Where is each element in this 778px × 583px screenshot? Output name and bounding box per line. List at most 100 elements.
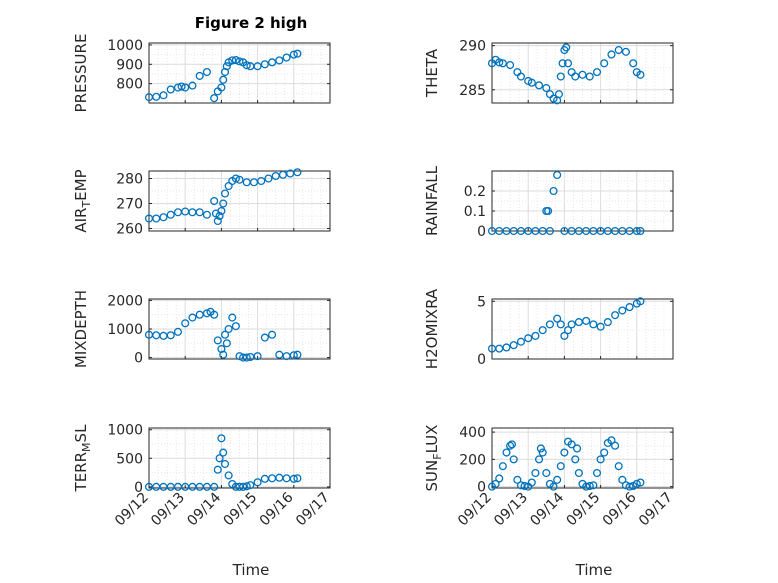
- ytick-label: 800: [116, 77, 143, 93]
- data-point: [502, 448, 511, 457]
- data-point: [195, 71, 204, 80]
- data-point: [231, 322, 240, 331]
- data-point: [582, 482, 591, 491]
- data-point: [542, 83, 551, 93]
- series-markers: [144, 49, 302, 103]
- data-point: [545, 320, 554, 329]
- data-point: [567, 440, 576, 449]
- xtick-label: 09/15: [564, 490, 604, 530]
- data-point: [618, 306, 627, 315]
- figure-title: Figure 2 high: [195, 14, 308, 32]
- ytick-label: 200: [459, 452, 486, 468]
- subplot-grid: 800 900 1000 PRESSURE 285 290 THETA 260 270 280 AI…: [72, 34, 676, 530]
- data-point: [578, 70, 587, 79]
- data-point: [545, 226, 554, 236]
- data-point: [235, 57, 244, 66]
- data-point: [516, 72, 526, 81]
- data-point: [542, 468, 551, 478]
- ytick-label: 0.1: [464, 204, 486, 220]
- ylabel-main: THETA: [423, 48, 441, 98]
- data-point: [589, 320, 598, 329]
- subplot-air_temp: 260 270 280 AIRTEMP: [72, 168, 331, 238]
- data-point: [275, 56, 284, 65]
- ytick-label: 400: [459, 425, 486, 441]
- data-point: [527, 478, 536, 487]
- data-point: [181, 319, 190, 328]
- data-point: [224, 324, 233, 334]
- data-point: [553, 170, 562, 180]
- data-point: [596, 455, 605, 464]
- data-point: [260, 60, 269, 69]
- xtick-label: 09/17: [636, 490, 676, 530]
- data-point: [210, 94, 219, 103]
- data-point: [220, 189, 230, 198]
- data-point: [213, 216, 222, 226]
- data-point: [195, 310, 204, 319]
- data-point: [173, 208, 183, 217]
- data-point: [282, 53, 291, 62]
- ylabel-main: RAINFALL: [423, 165, 441, 236]
- grid: [149, 43, 330, 103]
- data-point: [188, 81, 197, 90]
- data-point: [563, 326, 573, 335]
- data-point: [556, 462, 565, 471]
- data-point: [289, 474, 298, 483]
- ytick-label: 0: [134, 351, 143, 367]
- data-point: [614, 462, 623, 471]
- data-point: [293, 350, 302, 359]
- data-point: [506, 61, 515, 70]
- xtick-label: 09/16: [257, 489, 297, 529]
- data-point: [536, 444, 545, 453]
- data-point: [574, 318, 583, 327]
- data-point: [567, 320, 576, 329]
- data-point: [260, 474, 269, 483]
- data-point: [509, 455, 518, 464]
- data-point: [513, 475, 522, 484]
- data-point: [544, 206, 553, 216]
- data-point: [571, 455, 580, 464]
- data-point: [621, 47, 630, 56]
- xtick-label: 09/14: [184, 489, 224, 529]
- xtick-label: 09/12: [112, 490, 152, 530]
- data-point: [600, 59, 609, 68]
- data-point: [173, 327, 183, 336]
- data-point: [592, 468, 602, 478]
- data-point: [607, 436, 616, 445]
- data-point: [614, 46, 623, 55]
- data-point: [166, 331, 175, 340]
- ylabel: SUNFLUX: [423, 425, 444, 492]
- data-point: [275, 473, 284, 482]
- data-point: [573, 444, 582, 453]
- data-point: [535, 81, 544, 90]
- data-point: [159, 91, 168, 100]
- data-point: [219, 350, 228, 359]
- subplot-pressure: 800 900 1000 PRESSURE: [72, 34, 331, 113]
- data-point: [520, 481, 529, 491]
- data-point: [535, 455, 544, 464]
- data-point: [556, 320, 565, 329]
- data-point: [560, 331, 569, 340]
- data-point: [629, 59, 638, 68]
- ylabel-main: MIXDEPTH: [72, 290, 90, 368]
- xlabel-left: Time: [232, 561, 270, 579]
- xtick-label: 09/15: [221, 490, 261, 530]
- series-markers: [487, 436, 645, 491]
- data-point: [246, 481, 255, 490]
- data-point: [239, 482, 248, 491]
- data-point: [235, 352, 244, 361]
- xlabel-right: Time: [575, 561, 613, 579]
- data-point: [257, 176, 266, 186]
- data-point: [585, 72, 594, 81]
- ylabel: RAINFALL: [423, 165, 441, 236]
- ytick-label: 270: [116, 197, 143, 213]
- data-point: [582, 316, 591, 325]
- ylabel-main: AIR: [72, 208, 90, 233]
- axes-box: [491, 298, 674, 360]
- data-point: [231, 55, 240, 65]
- data-point: [213, 465, 222, 474]
- data-point: [217, 83, 226, 92]
- ylabel-main: PRESSURE: [72, 34, 90, 113]
- data-point: [222, 62, 231, 71]
